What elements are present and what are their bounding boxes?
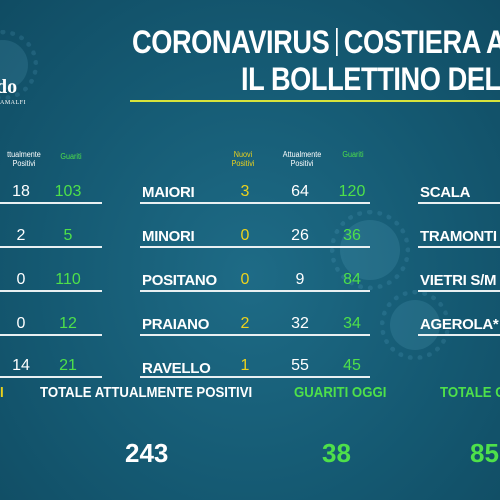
totale-guariti-value: 85 xyxy=(470,438,499,468)
attualmente-positivi-value: 55 xyxy=(291,357,309,374)
nuovi-positivi-value: 2 xyxy=(240,315,250,332)
guariti-value: 84 xyxy=(343,271,361,288)
left-guariti-value: 110 xyxy=(55,271,81,288)
row-divider xyxy=(0,290,102,292)
guariti-value: 45 xyxy=(343,357,361,374)
row-divider xyxy=(0,334,102,336)
attualmente-positivi-value: 32 xyxy=(291,315,309,332)
totale-nuovi-label-partial: I xyxy=(0,384,4,401)
left-positivi-value: 18 xyxy=(12,183,30,200)
guariti-value: 34 xyxy=(343,315,361,332)
title-line-1: CORONAVIRUS COSTIERA A xyxy=(132,26,500,58)
guariti-oggi-value: 38 xyxy=(322,438,351,468)
left-positivi-value: 2 xyxy=(16,227,26,244)
attualmente-positivi-value: 64 xyxy=(291,183,309,200)
left-positivi-value: 0 xyxy=(16,315,26,332)
virus-decoration-mid xyxy=(330,210,410,290)
totale-positivi-value: 243 xyxy=(125,438,169,468)
town-name: VIETRI S/M xyxy=(420,272,497,289)
town-name: SCALA xyxy=(420,184,471,201)
virus-decoration-right xyxy=(380,290,450,360)
row-divider xyxy=(140,290,370,292)
title-separator xyxy=(336,28,338,56)
logo: do xyxy=(0,76,18,98)
header-mid-nuovi: Nuovi Positivi xyxy=(231,150,255,168)
nuovi-positivi-value: 3 xyxy=(240,183,250,200)
attualmente-positivi-value: 26 xyxy=(291,227,309,244)
town-name: MAIORI xyxy=(142,184,195,201)
row-divider xyxy=(0,376,102,378)
town-name: TRAMONTI xyxy=(420,228,497,245)
left-guariti-value: 21 xyxy=(59,357,77,374)
row-divider xyxy=(0,246,102,248)
title-coronavirus: CORONAVIRUS xyxy=(132,24,330,60)
town-name: POSITANO xyxy=(142,272,217,289)
row-divider xyxy=(140,202,370,204)
title-line-2: IL BOLLETTINO DEL xyxy=(241,61,500,97)
row-divider xyxy=(418,290,500,292)
left-positivi-value: 0 xyxy=(16,271,26,288)
nuovi-positivi-value: 0 xyxy=(240,227,250,244)
title-underline xyxy=(130,100,500,102)
town-name: MINORI xyxy=(142,228,195,245)
row-divider xyxy=(140,334,370,336)
guariti-oggi-label: GUARITI OGGI xyxy=(294,384,387,401)
town-name: RAVELLO xyxy=(142,360,211,377)
header-mid-guariti: Guariti xyxy=(342,150,364,159)
row-divider xyxy=(418,202,500,204)
nuovi-positivi-value: 0 xyxy=(240,271,250,288)
left-guariti-value: 12 xyxy=(59,315,77,332)
logo-subtitle: AMALFI xyxy=(0,100,27,106)
guariti-value: 36 xyxy=(343,227,361,244)
left-positivi-value: 14 xyxy=(12,357,30,374)
row-divider xyxy=(418,246,500,248)
left-guariti-value: 5 xyxy=(63,227,73,244)
row-divider xyxy=(0,202,102,204)
header-mid-positivi: Attualmente Positivi xyxy=(282,150,322,168)
title-costiera: COSTIERA A xyxy=(343,24,500,60)
header-left-positivi: ttualmente Positivi xyxy=(7,150,41,168)
town-name: AGEROLA* xyxy=(420,316,499,333)
guariti-value: 120 xyxy=(338,183,366,200)
town-name: PRAIANO xyxy=(142,316,210,333)
header-left-guariti: Guariti xyxy=(60,152,82,161)
nuovi-positivi-value: 1 xyxy=(240,357,250,374)
row-divider xyxy=(140,246,370,248)
left-guariti-value: 103 xyxy=(54,183,82,200)
row-divider xyxy=(418,334,500,336)
totale-positivi-label: TOTALE ATTUALMENTE POSITIVI xyxy=(40,384,253,401)
attualmente-positivi-value: 9 xyxy=(295,271,305,288)
totale-guariti-label: TOTALE G xyxy=(440,384,500,401)
row-divider xyxy=(140,376,370,378)
